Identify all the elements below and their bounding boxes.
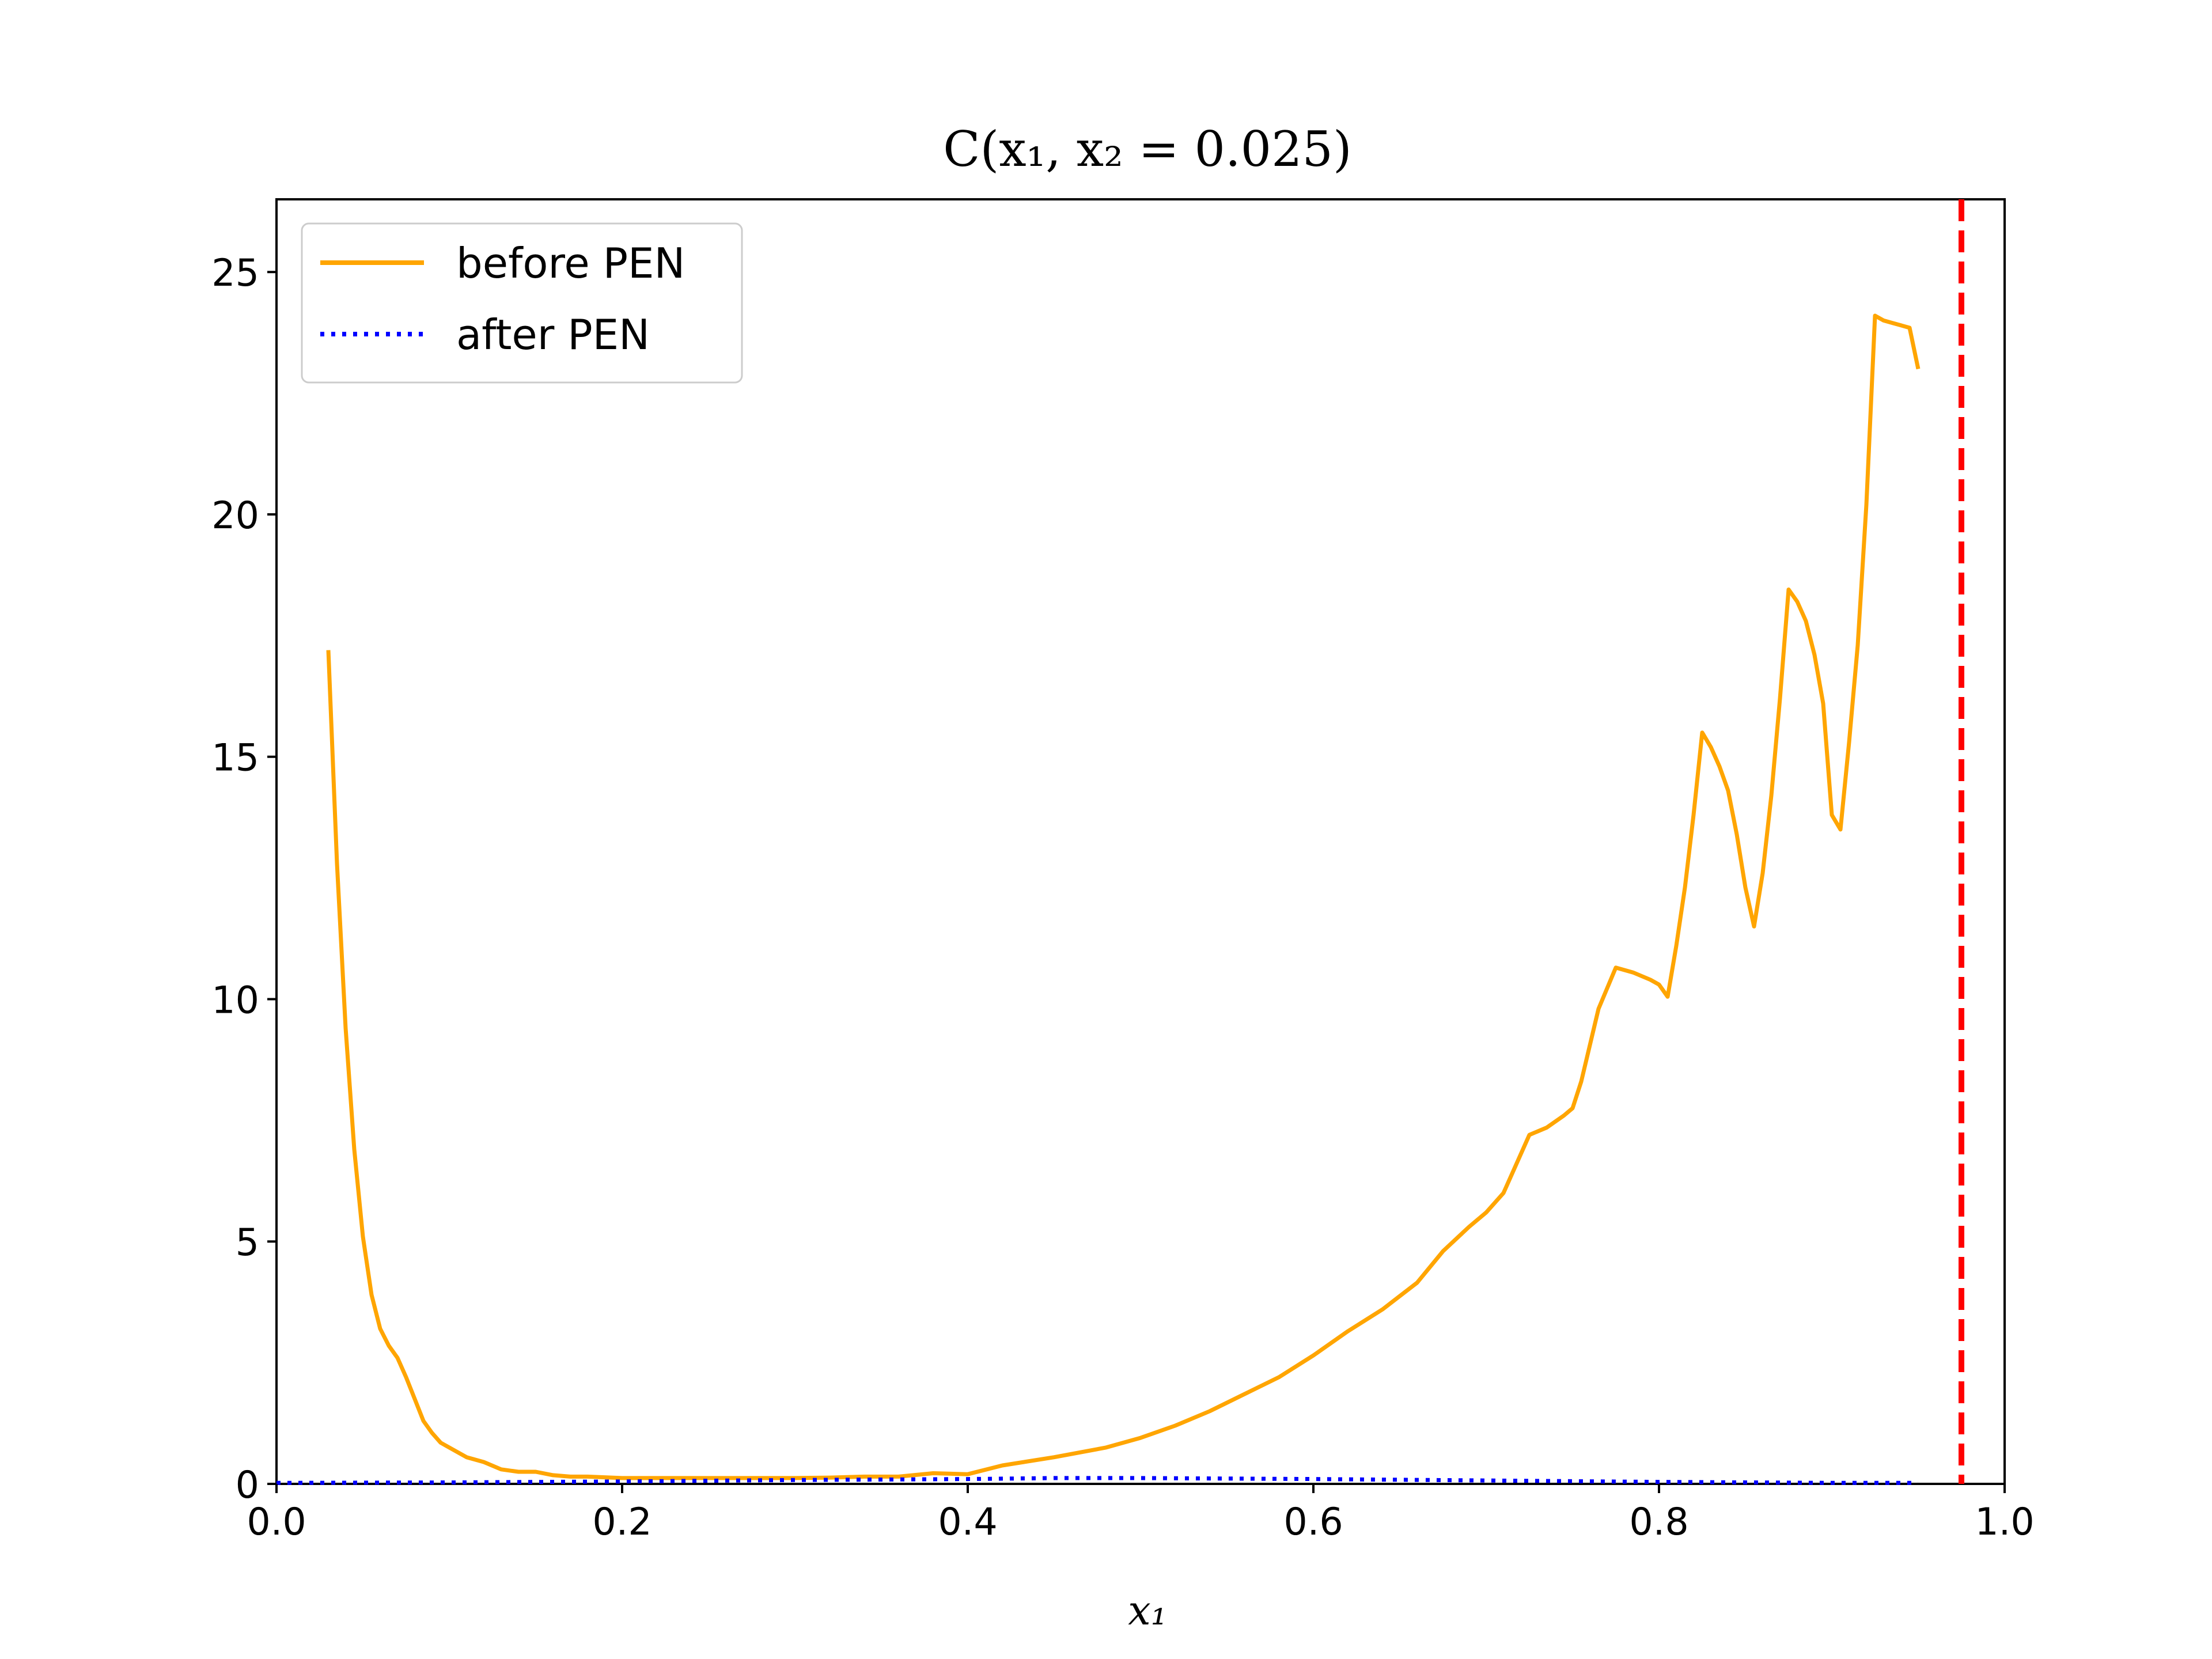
series-line-before-pen <box>326 313 1921 1480</box>
x-tick-label: 0.4 <box>938 1501 997 1544</box>
x-tick-label: 0.2 <box>592 1501 652 1544</box>
legend-label-after-pen: after PEN <box>456 310 650 359</box>
plot-frame <box>275 198 2006 1485</box>
series-line-after-pen <box>276 1476 1918 1485</box>
x-tick-label: 0.0 <box>247 1501 306 1544</box>
x-tick-label: 0.8 <box>1629 1501 1688 1544</box>
y-tick-label: 20 <box>211 494 259 537</box>
x-axis-label: x₁ <box>1128 1587 1167 1634</box>
x-axis: 0.0 0.2 0.4 0.6 0.8 1.0 <box>247 1484 2035 1544</box>
y-axis: 0 5 10 15 20 25 <box>211 252 276 1507</box>
y-tick-label: 5 <box>236 1221 259 1264</box>
y-tick-label: 25 <box>211 252 259 295</box>
y-tick-label: 15 <box>211 737 259 780</box>
legend: before PEN after PEN <box>301 222 743 384</box>
legend-label-before-pen: before PEN <box>456 239 685 287</box>
y-tick-label: 0 <box>236 1464 259 1507</box>
plot-area: 0.0 0.2 0.4 0.6 0.8 1.0 0 5 10 15 20 25 <box>211 198 2035 1544</box>
x-tick-label: 1.0 <box>1975 1501 2034 1544</box>
chart-title: C(x₁, x₂ = 0.025) <box>943 121 1352 177</box>
x-tick-label: 0.6 <box>1283 1501 1343 1544</box>
y-tick-label: 10 <box>211 979 259 1022</box>
series-layer <box>276 199 1964 1485</box>
